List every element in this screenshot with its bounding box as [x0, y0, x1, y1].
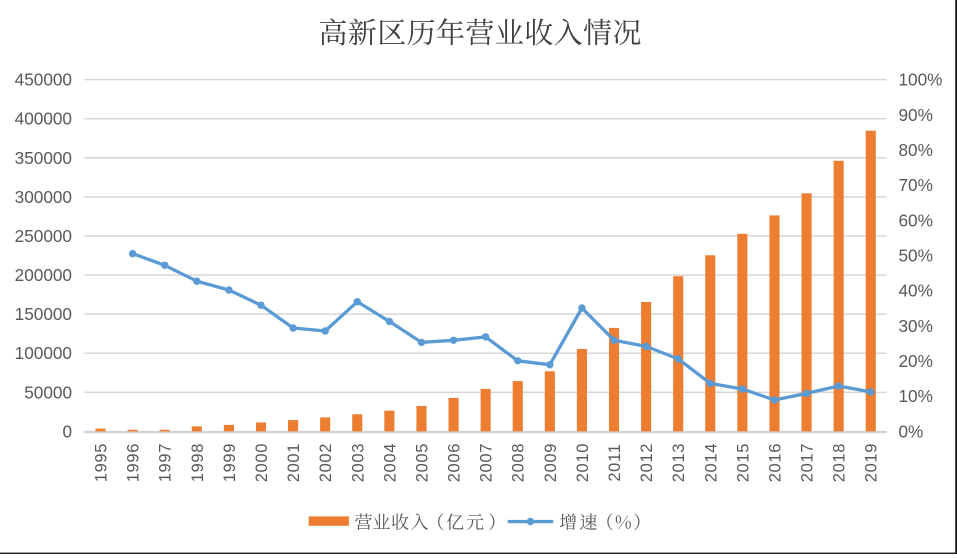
svg-text:1995: 1995	[93, 443, 111, 482]
svg-text:0: 0	[62, 421, 72, 441]
svg-text:2010: 2010	[574, 443, 592, 482]
svg-text:2003: 2003	[349, 443, 367, 482]
svg-text:250000: 250000	[15, 226, 72, 246]
svg-text:450000: 450000	[15, 70, 72, 90]
svg-text:2019: 2019	[863, 443, 881, 482]
svg-text:50000: 50000	[24, 382, 72, 402]
svg-text:60%: 60%	[899, 210, 933, 230]
svg-text:2007: 2007	[478, 443, 496, 482]
svg-text:2002: 2002	[317, 443, 335, 482]
svg-text:2000: 2000	[253, 443, 271, 482]
svg-text:2001: 2001	[285, 443, 303, 482]
svg-text:90%: 90%	[899, 105, 933, 125]
svg-text:2005: 2005	[413, 443, 431, 482]
svg-text:2018: 2018	[831, 443, 849, 482]
svg-text:200000: 200000	[15, 265, 72, 285]
svg-text:80%: 80%	[899, 140, 933, 160]
svg-text:400000: 400000	[15, 109, 72, 129]
svg-text:1998: 1998	[189, 443, 207, 482]
svg-text:2012: 2012	[638, 443, 656, 482]
svg-text:100000: 100000	[15, 343, 72, 363]
svg-text:1997: 1997	[157, 443, 175, 482]
svg-text:2013: 2013	[670, 443, 688, 482]
svg-text:2008: 2008	[510, 443, 528, 482]
svg-text:40%: 40%	[899, 281, 933, 301]
svg-text:2014: 2014	[702, 443, 720, 482]
svg-text:2017: 2017	[799, 443, 817, 482]
svg-text:1996: 1996	[125, 443, 143, 482]
svg-text:20%: 20%	[899, 351, 933, 371]
svg-text:2015: 2015	[734, 443, 752, 482]
svg-text:70%: 70%	[899, 175, 933, 195]
svg-text:0%: 0%	[899, 421, 924, 441]
svg-text:350000: 350000	[15, 148, 72, 168]
svg-text:1999: 1999	[221, 443, 239, 482]
svg-text:10%: 10%	[899, 386, 933, 406]
svg-text:150000: 150000	[15, 304, 72, 324]
svg-text:2016: 2016	[766, 443, 784, 482]
svg-text:2009: 2009	[542, 443, 560, 482]
svg-text:2006: 2006	[446, 443, 464, 482]
svg-text:2004: 2004	[381, 443, 399, 482]
svg-text:100%: 100%	[899, 70, 943, 90]
svg-text:2011: 2011	[606, 444, 624, 482]
svg-text:50%: 50%	[899, 246, 933, 266]
svg-text:300000: 300000	[15, 187, 72, 207]
svg-text:30%: 30%	[899, 316, 933, 336]
